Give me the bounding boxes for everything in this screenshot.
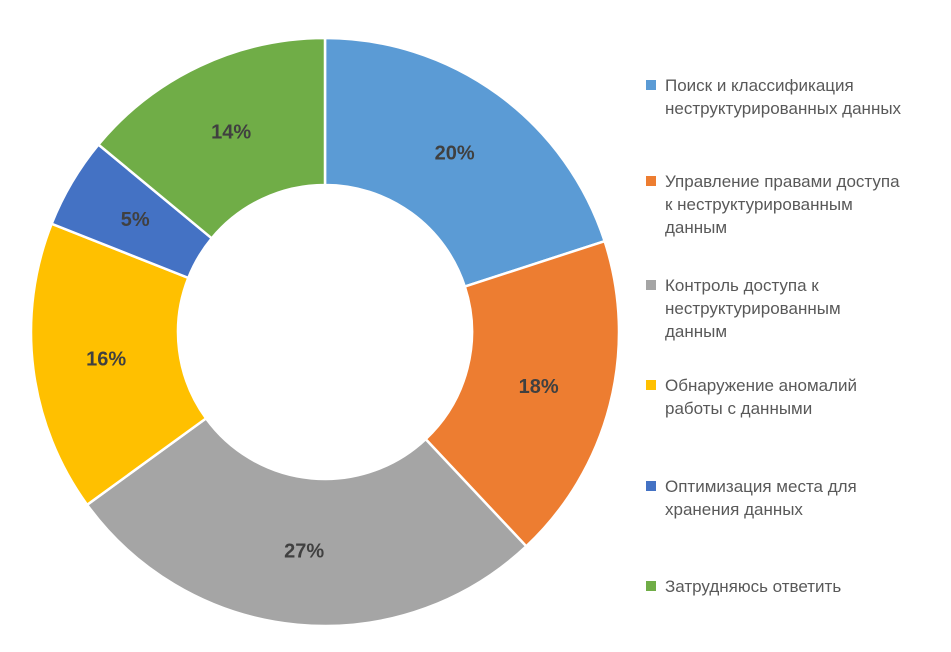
legend-swatch-icon — [646, 481, 656, 491]
slice-percent-label: 16% — [86, 349, 126, 371]
legend-item-label: Поиск и классификация неструктурированны… — [665, 76, 902, 118]
legend-item-label: Затрудняюсь ответить — [665, 577, 842, 596]
slice-percent-label: 14% — [211, 122, 251, 144]
legend-item-label: Управление правами доступа к неструктури… — [665, 172, 900, 237]
legend-item: Контроль доступа к неструктурированным д… — [646, 274, 841, 343]
slice-percent-label: 18% — [519, 376, 559, 398]
legend-swatch-icon — [646, 80, 656, 90]
legend-swatch-icon — [646, 280, 656, 290]
donut-slice — [85, 416, 529, 628]
legend-item: Обнаружение аномалий работы с данными — [646, 374, 857, 420]
legend-item: Поиск и классификация неструктурированны… — [646, 74, 901, 120]
donut-slice — [29, 222, 208, 507]
legend-item: Оптимизация места для хранения данных — [646, 475, 857, 521]
legend-item: Управление правами доступа к неструктури… — [646, 170, 900, 239]
chart-legend: Поиск и классификация неструктурированны… — [646, 0, 948, 652]
legend-item: Затрудняюсь ответить — [646, 575, 841, 598]
donut-slice — [423, 239, 621, 549]
donut-slice — [323, 36, 607, 289]
legend-item-label: Обнаружение аномалий работы с данными — [665, 376, 857, 418]
legend-item-label: Оптимизация места для хранения данных — [665, 477, 857, 519]
legend-item-label: Контроль доступа к неструктурированным д… — [665, 276, 841, 341]
legend-swatch-icon — [646, 581, 656, 591]
slice-percent-label: 20% — [435, 143, 475, 165]
donut-slice — [96, 36, 327, 241]
legend-swatch-icon — [646, 176, 656, 186]
slice-percent-label: 5% — [121, 209, 150, 231]
slice-percent-label: 27% — [284, 541, 324, 563]
legend-swatch-icon — [646, 380, 656, 390]
